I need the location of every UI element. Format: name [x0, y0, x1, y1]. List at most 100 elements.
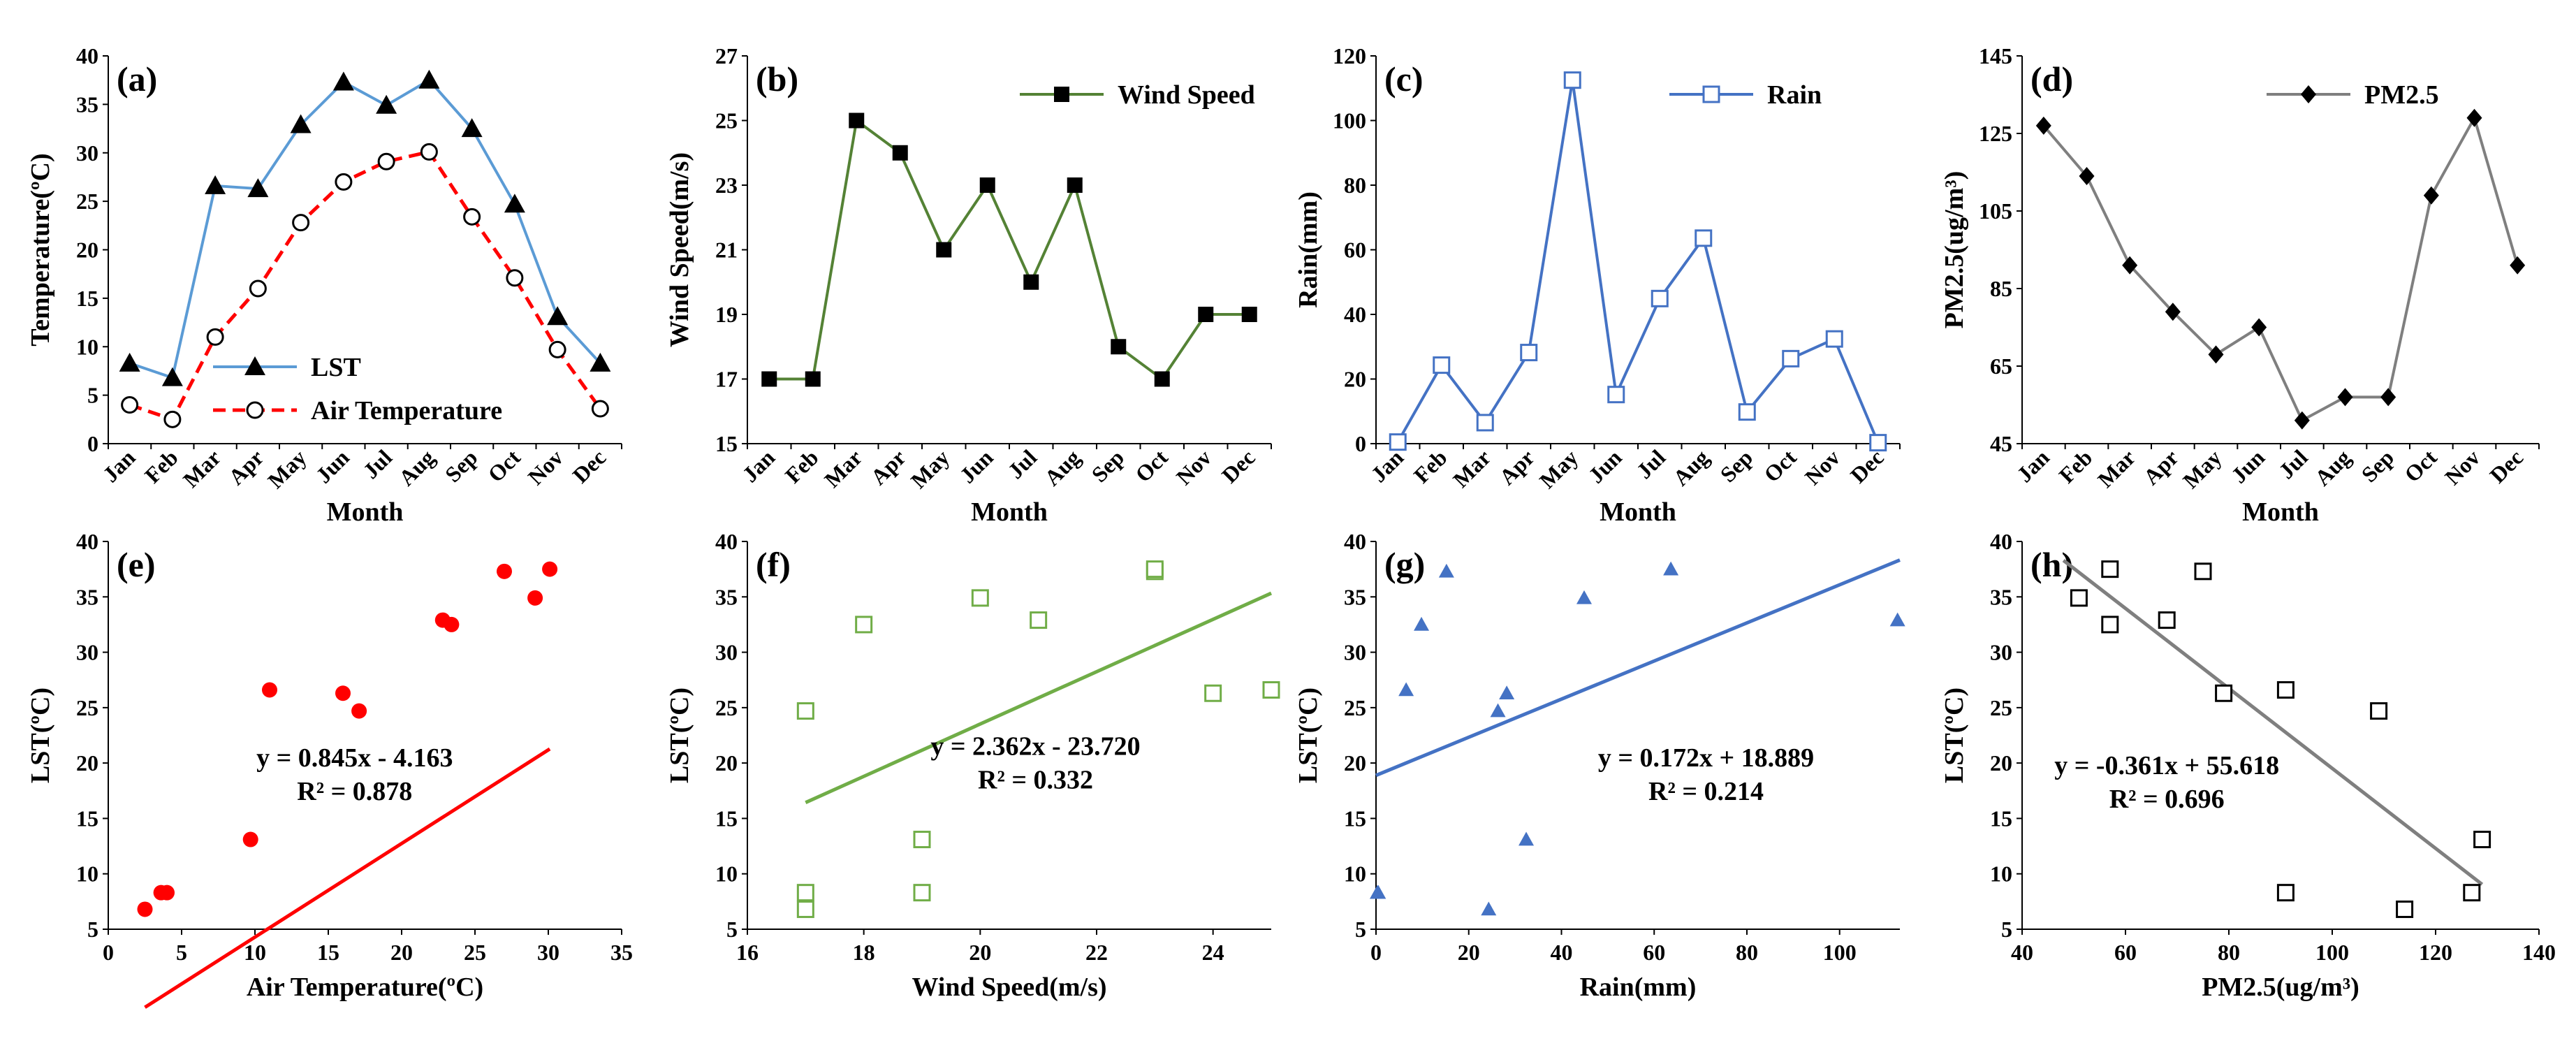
x-tick-label: Apr [1494, 444, 1539, 489]
x-tick-label: 25 [464, 940, 486, 965]
data-point [290, 114, 312, 133]
data-point [377, 152, 395, 170]
data-point [2337, 388, 2353, 407]
panel-b: 15 17 19 21 23 25 27 (b) Month Wind Speed(m/s) Jan… [665, 43, 1272, 527]
y-tick-label: 15 [715, 431, 738, 456]
legend-label: LST [311, 353, 361, 382]
x-tick-label: 35 [610, 940, 633, 965]
legend-marker [246, 401, 264, 419]
x-tick-label: Oct [1759, 444, 1801, 487]
x-tick-label: 5 [176, 940, 187, 965]
data-point [2101, 616, 2119, 634]
x-tick-label: May [906, 444, 954, 493]
y-tick-label: 0 [87, 431, 98, 456]
y-tick-label: 40 [1344, 302, 1366, 327]
x-tick-label: 60 [2114, 940, 2137, 965]
data-point [163, 410, 182, 428]
series-line-wind-speed [769, 117, 1250, 381]
legend-label: Air Temperature [311, 396, 502, 425]
y-axis-label: Rain(mm) [1294, 191, 1323, 308]
x-tick-label: Jul [2274, 444, 2313, 483]
y-tick-label: 125 [1979, 121, 2012, 146]
y-tick-label: 45 [1990, 431, 2012, 456]
x-tick-label: Jul [1003, 444, 1042, 483]
y-tick-label: 10 [1990, 861, 2012, 887]
y-tick-label: 60 [1344, 238, 1366, 263]
data-point [1825, 330, 1843, 348]
data-point [420, 143, 438, 161]
panel-label: (d) [2030, 59, 2073, 99]
data-point [913, 884, 931, 902]
trendline [2062, 559, 2484, 886]
data-point [461, 118, 483, 138]
data-point [1576, 590, 1593, 604]
r-squared: R² = 0.332 [978, 765, 1093, 794]
x-tick-label: Oct [483, 444, 525, 487]
data-point [506, 269, 524, 287]
data-point [1204, 684, 1222, 702]
y-tick-label: 20 [1990, 750, 2012, 776]
data-point [805, 371, 821, 387]
x-tick-label: 80 [1736, 940, 1758, 965]
trend-equation: y = 0.172x + 18.889 [1598, 743, 1814, 773]
data-point [1030, 611, 1048, 629]
x-tick-label: 140 [2522, 940, 2556, 965]
data-point [332, 71, 354, 91]
data-point [2466, 108, 2482, 127]
data-point [2370, 702, 2388, 720]
y-tick-label: 25 [715, 695, 738, 720]
x-tick-label: Jul [1632, 444, 1671, 483]
data-point [497, 563, 512, 579]
r-squared: R² = 0.878 [297, 777, 412, 806]
data-point [242, 831, 258, 847]
data-point [2208, 345, 2224, 364]
x-tick-label: 0 [103, 940, 114, 965]
data-point [119, 352, 140, 372]
data-point [376, 94, 397, 114]
data-point [2070, 589, 2088, 607]
y-tick-label: 20 [1344, 367, 1366, 392]
x-tick-label: Jan [738, 444, 780, 487]
data-point [444, 616, 460, 632]
panel-label: (g) [1384, 545, 1425, 584]
data-point [1111, 339, 1127, 355]
data-point [590, 352, 611, 372]
x-tick-label: Feb [140, 444, 183, 488]
r-squared: R² = 0.696 [2109, 785, 2225, 814]
y-tick-label: 15 [76, 286, 98, 311]
y-axis-label: Wind Speed(m/s) [665, 152, 694, 347]
data-point [1023, 274, 1039, 290]
data-point [121, 396, 139, 414]
x-axis-label: Month [327, 497, 404, 527]
y-tick-label: 30 [1990, 640, 2012, 665]
x-tick-label: May [2178, 444, 2226, 493]
data-point [796, 884, 814, 902]
x-tick-label: 120 [2419, 940, 2452, 965]
data-point [1241, 307, 1257, 322]
y-tick-label: 5 [726, 917, 738, 942]
data-point [1695, 229, 1713, 247]
data-point [913, 831, 931, 849]
data-point [2276, 884, 2295, 902]
y-tick-label: 5 [1355, 917, 1366, 942]
data-point [504, 194, 525, 213]
y-tick-label: 21 [715, 238, 738, 263]
series-line-lst [129, 78, 601, 380]
x-axis-label: Month [971, 497, 1048, 527]
x-axis-label: Month [2242, 497, 2319, 527]
data-point [2294, 411, 2310, 430]
x-tick-label: Dec [2484, 444, 2528, 488]
y-tick-label: 20 [76, 238, 98, 263]
data-point [1499, 685, 1515, 700]
legend-marker [1702, 85, 1720, 103]
y-tick-label: 40 [76, 43, 98, 68]
data-point [2276, 680, 2295, 699]
trendline [144, 747, 551, 1009]
y-tick-label: 20 [1344, 750, 1366, 776]
data-point [849, 112, 865, 129]
x-tick-label: Dec [1217, 444, 1260, 488]
data-point [351, 703, 367, 719]
x-tick-label: Aug [1668, 444, 1714, 490]
data-point [137, 901, 153, 917]
